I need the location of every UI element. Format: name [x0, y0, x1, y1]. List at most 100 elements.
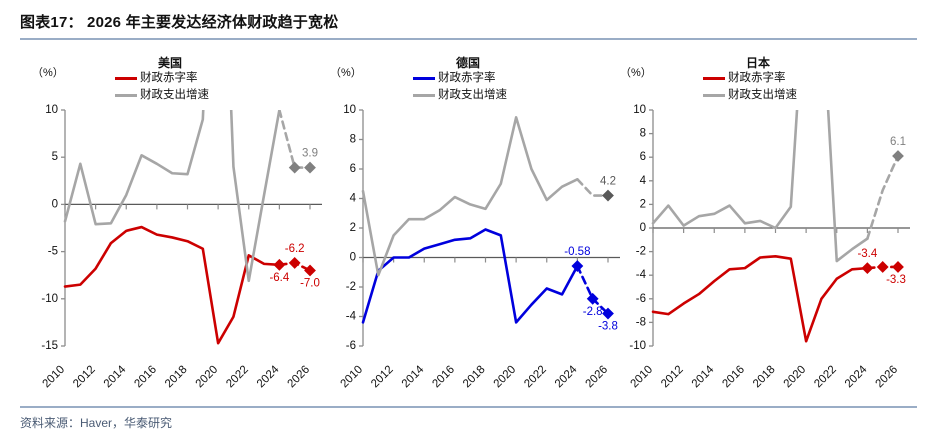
- x-axis-tick-label: 2014: [102, 363, 129, 390]
- legend-swatch-icon: [115, 77, 137, 80]
- forecast-marker-diamond: [586, 292, 599, 305]
- y-axis-unit-label: （%）: [620, 67, 652, 79]
- figure-header: 图表17： 2026 年主要发达经济体财政趋于宽松: [20, 12, 917, 42]
- y-axis-tick-label: -4: [346, 311, 357, 323]
- y-axis-tick-label: 4: [640, 175, 647, 187]
- data-value-label: -7.0: [300, 277, 320, 289]
- y-axis-tick-label: 8: [350, 134, 356, 146]
- x-axis-tick-label: 2016: [132, 364, 159, 391]
- x-axis-tick-label: 2020: [782, 364, 809, 391]
- x-axis-tick-label: 2014: [400, 363, 427, 390]
- y-axis-unit-label: （%）: [32, 67, 64, 79]
- plot-area: 10 5 0 -5 -10 -15 2010 2012 2014 2016 2018 2020 2022…: [41, 104, 322, 391]
- series-line-1: [63, 225, 281, 345]
- x-axis-tick-label: 2010: [629, 364, 656, 391]
- legend-item-label: 财政支出增速: [438, 89, 507, 101]
- legend-item-2[interactable]: 财政支出增速: [703, 87, 797, 104]
- page-title: 图表17： 2026 年主要发达经济体财政趋于宽松: [20, 14, 339, 31]
- series-forecast-line-2: [866, 154, 900, 240]
- header-divider: [20, 38, 917, 40]
- series-line-2: [651, 110, 869, 263]
- legend-item-1[interactable]: 财政赤字率: [115, 70, 209, 87]
- chart-legend: 财政赤字率财政支出增速: [115, 70, 209, 104]
- x-axis-tick-label: 2018: [461, 364, 488, 391]
- legend-swatch-icon: [703, 94, 725, 97]
- x-axis-tick-label: 2012: [369, 364, 396, 391]
- forecast-marker-diamond: [892, 261, 904, 273]
- forecast-marker-diamond: [861, 262, 874, 275]
- legend-swatch-icon: [703, 77, 725, 80]
- panel-title: 美国: [157, 56, 182, 70]
- chart-panel-1: 美国 （%） 财政赤字率 财政支出增速 10 5 0 -5 -10 -15 2010 2012 2014…: [20, 46, 322, 396]
- data-value-label: 6.1: [890, 136, 906, 148]
- y-axis-tick-label: 10: [343, 104, 356, 116]
- forecast-marker-diamond: [288, 257, 301, 269]
- data-value-label: -3.8: [598, 321, 618, 333]
- data-value-label: -6.4: [269, 272, 289, 284]
- x-axis-tick-label: 2022: [812, 364, 839, 391]
- y-axis-tick-label: 0: [52, 198, 58, 210]
- forecast-marker-diamond: [273, 258, 286, 271]
- forecast-marker-diamond: [876, 261, 889, 273]
- legend-item-label: 财政支出增速: [140, 89, 209, 101]
- x-axis-tick-label: 2022: [522, 364, 549, 391]
- x-axis-tick-label: 2010: [339, 364, 366, 391]
- y-axis-tick-label: -10: [629, 340, 646, 352]
- y-axis-tick-label: -4: [636, 269, 647, 281]
- data-value-label: -0.58: [564, 246, 590, 258]
- x-axis-tick-label: 2024: [255, 363, 282, 390]
- legend-item-2[interactable]: 财政支出增速: [413, 87, 507, 104]
- data-value-label: 4.2: [600, 176, 616, 188]
- x-axis-tick-label: 2026: [286, 364, 313, 391]
- panel-title: 德国: [455, 56, 480, 70]
- x-axis-tick-label: 2026: [874, 364, 901, 391]
- y-axis-tick-label: 6: [640, 151, 646, 163]
- legend-swatch-icon: [413, 94, 435, 97]
- legend-item-1[interactable]: 财政赤字率: [703, 70, 797, 87]
- x-axis-tick-label: 2012: [659, 364, 686, 391]
- panel-title: 日本: [745, 56, 770, 70]
- data-value-label: -6.2: [285, 243, 305, 255]
- x-axis-tick-label: 2020: [194, 364, 221, 391]
- y-axis-tick-label: 4: [350, 193, 357, 205]
- y-axis-tick-label: 6: [350, 163, 356, 175]
- legend-item-label: 财政赤字率: [438, 72, 496, 84]
- forecast-marker-diamond: [304, 161, 316, 174]
- x-axis-tick-label: 2026: [584, 364, 611, 391]
- legend-item-label: 财政支出增速: [728, 89, 797, 101]
- forecast-marker-diamond: [892, 150, 904, 162]
- y-axis-tick-label: 0: [350, 252, 356, 264]
- y-axis-tick-label: -2: [636, 246, 646, 258]
- y-axis-tick-label: 8: [640, 128, 646, 140]
- y-axis-tick-label: -2: [346, 281, 356, 293]
- chart-panel-3: 日本 （%） 财政赤字率 财政支出增速 10 8 6 4 2 0 -2 -4 -6 -8 -10 2010 20…: [608, 46, 910, 396]
- data-value-label: -3.4: [857, 248, 877, 260]
- y-axis-tick-label: -6: [346, 340, 356, 352]
- y-axis-tick-label: -8: [636, 316, 646, 328]
- x-axis-tick-label: 2024: [553, 363, 580, 390]
- x-axis-tick-label: 2018: [751, 364, 778, 391]
- y-axis-tick-label: 5: [52, 151, 58, 163]
- legend-item-1[interactable]: 财政赤字率: [413, 70, 507, 87]
- y-axis-tick-label: 2: [350, 222, 356, 234]
- x-axis-tick-label: 2024: [843, 363, 870, 390]
- series-forecast-line-2: [576, 178, 610, 197]
- forecast-marker-diamond: [304, 264, 316, 277]
- series-line-1: [651, 255, 869, 343]
- x-axis-tick-label: 2012: [71, 364, 98, 391]
- legend-swatch-icon: [115, 94, 137, 97]
- x-axis-tick-label: 2022: [224, 364, 251, 391]
- legend-item-label: 财政赤字率: [728, 72, 786, 84]
- data-value-label: -2.8: [583, 306, 603, 318]
- chart-legend: 财政赤字率财政支出增速: [413, 70, 507, 104]
- legend-item-2[interactable]: 财政支出增速: [115, 87, 209, 104]
- y-axis-tick-label: 0: [640, 222, 646, 234]
- forecast-marker-diamond: [571, 260, 584, 272]
- x-axis-tick-label: 2016: [430, 364, 457, 391]
- x-axis-tick-label: 2010: [41, 364, 68, 391]
- x-axis-tick-label: 2020: [492, 364, 519, 391]
- y-axis-tick-label: 10: [633, 104, 646, 116]
- series-line-2: [63, 110, 281, 283]
